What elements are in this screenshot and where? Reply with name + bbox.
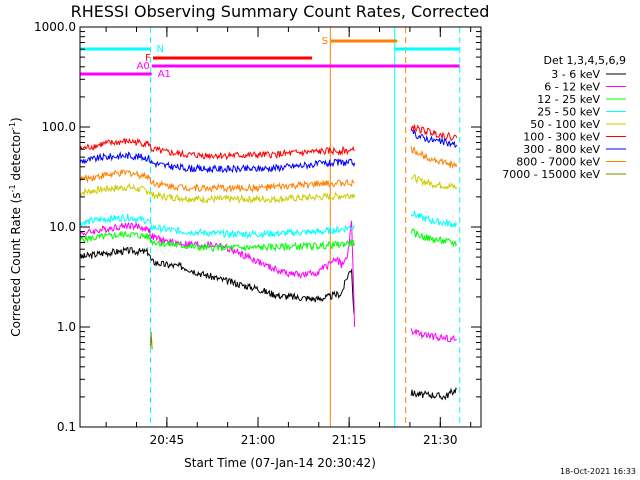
y-tick-label: 10.0 (49, 220, 76, 234)
legend-title: Det 1,3,4,5,6,9 (543, 54, 626, 67)
x-tick-label: 21:15 (332, 433, 367, 447)
series-line-100-300-kev (79, 137, 355, 161)
legend-entry-label: 6 - 12 keV (544, 81, 600, 94)
state-bar-label-f: F (145, 53, 151, 64)
legend-entry-label: 7000 - 15000 keV (502, 168, 600, 181)
legend-entry-label: 50 - 100 keV (530, 118, 600, 131)
series-line-50-100-kev (410, 173, 458, 190)
series-line-25-50-kev (79, 213, 355, 239)
state-bars: NF S A0 A1 (80, 36, 460, 80)
state-bar-label-a1: A1 (158, 69, 171, 80)
series-line-800-7000-kev (410, 146, 458, 169)
x-tick-label: 20:45 (150, 433, 185, 447)
x-axis: 20:45 21:00 21:15 21:30 (105, 27, 472, 447)
state-bar-label-n: N (156, 44, 163, 55)
legend-entry-label: 800 - 7000 keV (516, 156, 600, 169)
chart-title: RHESSI Observing Summary Count Rates, Co… (71, 2, 490, 21)
legend-entry-label: 100 - 300 keV (523, 131, 600, 144)
series-line-300-800-kev (79, 150, 356, 174)
series-line-12-25-kev (79, 230, 356, 253)
y-tick-label: 1000.0 (34, 20, 76, 34)
series-line-6-12-kev (410, 328, 457, 343)
series-line-100-300-kev (410, 124, 458, 142)
legend-entry-label: 25 - 50 keV (537, 106, 600, 119)
y-tick-label: 100.0 (42, 120, 76, 134)
series-line-12-25-kev (410, 227, 458, 248)
state-bar-label-a0: A0 (136, 61, 149, 72)
series-line-7000-15000-kev (150, 331, 153, 350)
y-axis: 0.1 1.0 10.0 100.0 1000.0 (34, 20, 481, 434)
legend-entry-label: 3 - 6 keV (551, 68, 600, 81)
y-tick-label: 0.1 (57, 420, 76, 434)
series-line-3-6-kev (79, 246, 355, 314)
series-line-3-6-kev (410, 387, 458, 401)
series-line-300-800-kev (410, 128, 458, 149)
y-axis-label: Corrected Count Rate (s-1 detector-1) (8, 117, 23, 336)
state-bar-label-s: S (322, 36, 328, 47)
series-lines (79, 124, 458, 401)
legend-entry-label: 12 - 25 keV (537, 93, 600, 106)
x-axis-label: Start Time (07-Jan-14 20:30:42) (184, 456, 376, 470)
legend-entry-label: 300 - 800 keV (523, 143, 600, 156)
series-line-25-50-kev (410, 210, 458, 228)
y-tick-label: 1.0 (57, 320, 76, 334)
series-line-800-7000-kev (79, 169, 355, 193)
x-tick-label: 21:00 (241, 433, 276, 447)
series-line-50-100-kev (79, 182, 356, 205)
footer-timestamp: 18-Oct-2021 16:33 (560, 467, 636, 476)
x-tick-label: 21:30 (423, 433, 458, 447)
